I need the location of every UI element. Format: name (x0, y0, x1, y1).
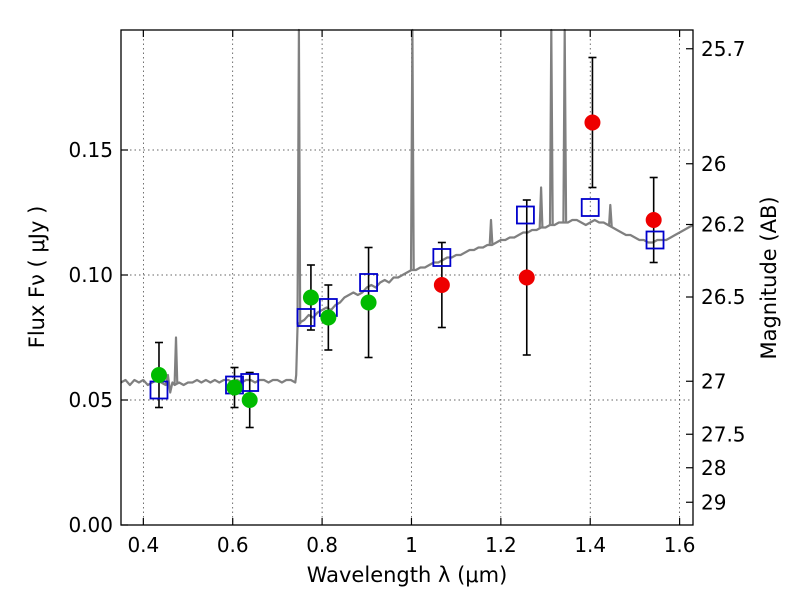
observed-point (360, 294, 377, 311)
observed-point (584, 114, 601, 131)
model-photometry-square (516, 205, 535, 225)
observed-point (302, 289, 319, 306)
emission-line (409, 28, 415, 271)
x-tick-label: 1 (405, 533, 418, 557)
emission-line (538, 186, 544, 228)
y-tick-label: 0.00 (68, 513, 113, 537)
emission-line (296, 28, 302, 325)
x-tick-label: 1.2 (485, 533, 517, 557)
y-tick-label: 0.10 (68, 263, 113, 287)
spectrum-layer (120, 28, 694, 394)
grid-layer (121, 30, 693, 525)
emission-line (173, 336, 179, 385)
y2-tick-label: 26 (701, 152, 726, 176)
observed-point (226, 379, 243, 396)
observed-point (645, 212, 662, 228)
x-tick-label: 1.4 (574, 533, 606, 557)
model-photometry-square (432, 248, 452, 267)
y-tick-label: 0.05 (68, 388, 113, 412)
tick-layer: 0.4 0.6 0.8 1 1.2 1.4 1.6 0.00 0.05 0.10 0.15 25.7 2… (68, 30, 746, 557)
y2-tick-label: 25.7 (701, 37, 746, 61)
y2-tick-label: 29 (701, 490, 726, 514)
model-photometry-square (359, 273, 378, 292)
x-tick-label: 0.4 (127, 533, 159, 557)
y-tick-label: 0.15 (68, 138, 113, 162)
y2-tick-label: 26.5 (701, 285, 746, 309)
y2-axis-label: Magnitude (AB) (757, 196, 781, 359)
emission-line (548, 28, 554, 226)
x-tick-label: 0.6 (217, 533, 249, 557)
y-axis-label: Flux Fν ( μJy ) (25, 206, 49, 349)
model-photometry-square (580, 198, 600, 217)
model-photometry-square (645, 230, 665, 250)
x-tick-label: 0.8 (306, 533, 338, 557)
model-photometry-square (240, 373, 260, 392)
x-axis-label: Wavelength λ (μm) (307, 563, 508, 587)
emission-line (562, 28, 568, 223)
observed-point (518, 269, 535, 286)
observed-point (241, 392, 258, 408)
spectrum-line (120, 218, 694, 394)
circle-layer (150, 114, 662, 408)
errorbar-layer (154, 56, 658, 429)
y2-tick-label: 26.2 (701, 213, 746, 237)
plot-frame (120, 29, 694, 526)
y2-tick-label: 28 (701, 456, 726, 480)
emission-line (488, 218, 494, 246)
square-layer (149, 198, 665, 400)
observed-point (320, 309, 337, 326)
emission-line (607, 203, 613, 227)
y2-tick-label: 27.5 (701, 422, 746, 446)
y2-tick-label: 27 (701, 369, 726, 393)
model-photometry-square (296, 308, 316, 327)
observed-point (433, 277, 450, 293)
x-tick-label: 1.6 (664, 533, 696, 557)
observed-point (150, 367, 167, 383)
